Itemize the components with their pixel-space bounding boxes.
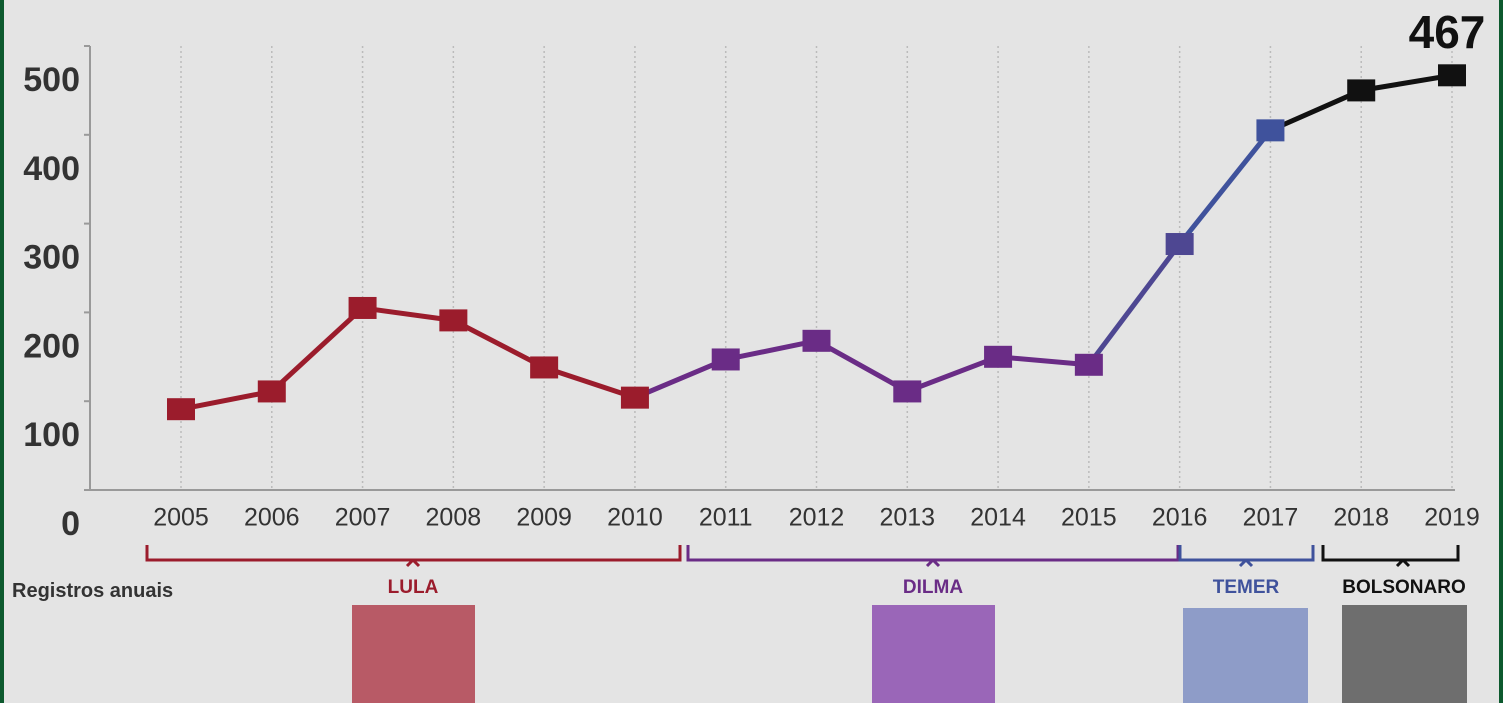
x-tick-label: 2016 <box>1152 504 1208 532</box>
line-segment <box>1086 242 1182 367</box>
bracket <box>1178 545 1315 568</box>
x-tick-label: 2009 <box>516 504 572 532</box>
edge <box>0 0 4 703</box>
edge <box>1499 0 1503 703</box>
y-tick-label: 200 <box>23 327 80 365</box>
note-text: Registros anuais <box>12 580 173 602</box>
marker <box>1074 353 1103 376</box>
line-segment <box>1360 72 1453 93</box>
marker <box>893 380 922 403</box>
x-tick-label: 2008 <box>426 504 482 532</box>
grid <box>180 46 1453 490</box>
note: Registros anuais <box>12 580 173 602</box>
y-tick-label: 300 <box>23 239 80 277</box>
marker <box>530 356 559 379</box>
bracket <box>1321 545 1460 568</box>
marker <box>711 348 740 371</box>
marker <box>984 345 1013 368</box>
marker <box>257 380 286 403</box>
x-tick-label: 2014 <box>970 504 1026 532</box>
marker <box>348 296 377 319</box>
line-segment <box>452 318 546 370</box>
line-segment <box>725 338 818 362</box>
marker <box>620 386 649 409</box>
x-tick-label: 2013 <box>879 504 935 532</box>
photo <box>872 605 995 703</box>
photo <box>1342 605 1467 703</box>
line-segment <box>906 354 999 394</box>
plot <box>167 64 1466 421</box>
x-tick-label: 2007 <box>335 504 391 532</box>
x-tick-label: 2012 <box>789 504 845 532</box>
x-tick-label: 2005 <box>153 504 209 532</box>
brackets: LULA DILMA TEMER BOLSONARO <box>145 545 1467 703</box>
marker <box>802 329 831 352</box>
x-tick-label: 2011 <box>699 504 753 532</box>
marker <box>1347 79 1376 102</box>
x-tick-label: 2010 <box>607 504 663 532</box>
bracket <box>145 545 682 568</box>
photo <box>1183 608 1308 703</box>
photo <box>352 605 475 703</box>
data-label: 467 <box>1409 6 1486 58</box>
x-tick-label: 2018 <box>1333 504 1389 532</box>
marker <box>1165 233 1194 256</box>
period-name: DILMA <box>903 577 963 598</box>
line-segment <box>1177 128 1273 246</box>
line-segment <box>815 338 909 394</box>
x-tick-label: 2015 <box>1061 504 1117 532</box>
period-name: BOLSONARO <box>1342 577 1466 598</box>
marker <box>1438 64 1466 87</box>
x-tick-label: 2019 <box>1424 504 1480 532</box>
y-tick-label: 100 <box>23 416 80 454</box>
period-name: LULA <box>388 577 439 598</box>
marker <box>439 309 468 332</box>
y-tick-label: 0 <box>61 505 80 543</box>
period-name: TEMER <box>1213 577 1280 598</box>
line-segment <box>180 388 273 412</box>
line-segment <box>633 357 727 400</box>
x-tick-label: 2017 <box>1243 504 1299 532</box>
line-segment <box>543 365 636 401</box>
marker <box>167 398 195 421</box>
marker <box>1256 119 1285 142</box>
bracket <box>686 545 1180 568</box>
line-segment <box>997 354 1090 368</box>
x-tick-label: 2006 <box>244 504 300 532</box>
y-tick-label: 500 <box>23 61 80 99</box>
line-segment <box>1269 88 1363 133</box>
line-segment <box>362 305 454 323</box>
line-segment <box>270 306 365 394</box>
y-tick-label: 400 <box>23 150 80 188</box>
